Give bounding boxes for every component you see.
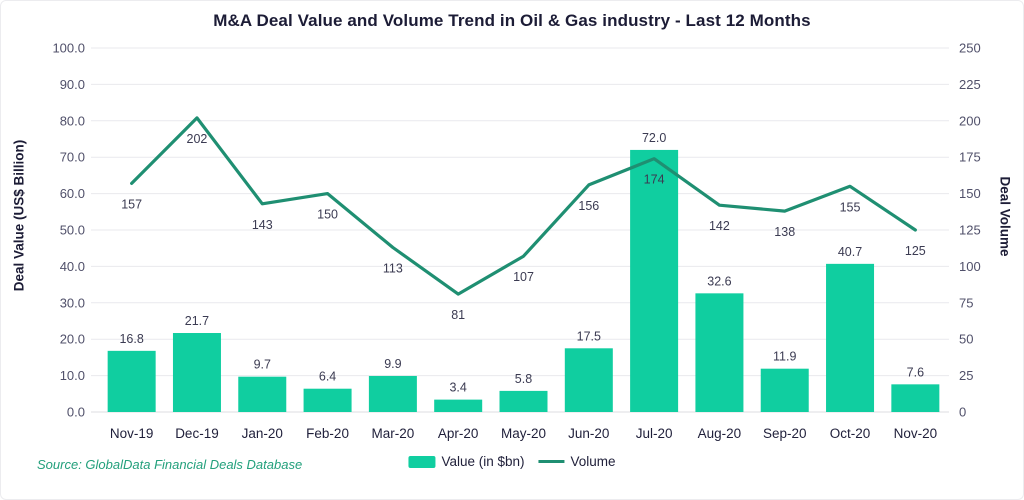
volume-data-label: 138 (774, 225, 795, 239)
value-bar[interactable] (368, 375, 417, 412)
value-bar[interactable] (760, 368, 809, 412)
x-axis-category-label: Sep-20 (763, 426, 807, 441)
volume-series-swatch-icon (538, 459, 565, 464)
x-axis-category-label: Aug-20 (698, 426, 742, 441)
left-axis-tick-label: 90.0 (60, 77, 85, 92)
x-axis-category-label: Jun-20 (568, 426, 609, 441)
x-axis-category-label: May-20 (501, 426, 546, 441)
value-series-swatch-icon (408, 455, 436, 468)
value-bar[interactable] (826, 263, 875, 412)
left-axis-tick-label: 20.0 (60, 332, 85, 347)
value-bar[interactable] (238, 376, 287, 412)
value-bar[interactable] (630, 149, 679, 413)
left-axis-tick-label: 100.0 (52, 41, 85, 56)
left-axis-tick-label: 30.0 (60, 295, 85, 310)
left-axis-tick-label: 40.0 (60, 259, 85, 274)
value-bar[interactable] (303, 388, 352, 412)
right-axis-tick-label: 100 (959, 259, 981, 274)
volume-data-label: 143 (252, 218, 273, 232)
value-data-label: 3.4 (449, 381, 466, 395)
value-bar[interactable] (172, 333, 221, 412)
legend-item-volume[interactable]: Volume (538, 454, 616, 469)
left-axis-tick-label: 70.0 (60, 150, 85, 165)
x-axis-category-label: Feb-20 (306, 426, 349, 441)
value-data-label: 16.8 (119, 332, 143, 346)
value-bar[interactable] (564, 348, 613, 412)
value-data-label: 11.9 (773, 350, 796, 364)
right-axis-tick-label: 75 (959, 295, 973, 310)
right-axis-tick-label: 175 (959, 150, 981, 165)
value-bar[interactable] (107, 350, 156, 412)
value-data-label: 9.7 (254, 358, 271, 372)
volume-line[interactable] (130, 116, 917, 296)
volume-data-label: 202 (187, 132, 208, 146)
right-axis-tick-label: 225 (959, 77, 981, 92)
value-data-label: 72.0 (642, 131, 666, 145)
x-axis-category-label: Nov-20 (894, 426, 938, 441)
value-bar[interactable] (891, 384, 940, 412)
legend-value-label: Value (in $bn) (441, 454, 525, 469)
volume-data-label: 142 (709, 219, 730, 233)
value-data-label: 6.4 (319, 370, 336, 384)
volume-data-label: 150 (317, 208, 338, 222)
right-axis-tick-label: 150 (959, 186, 981, 201)
right-axis-tick-label: 200 (959, 113, 981, 128)
x-axis-category-label: Jan-20 (242, 426, 283, 441)
right-axis-tick-label: 50 (959, 332, 973, 347)
x-axis-category-label: Jul-20 (636, 426, 673, 441)
value-data-label: 7.6 (907, 365, 924, 379)
right-axis-tick-label: 250 (959, 41, 981, 56)
volume-data-label: 155 (840, 200, 861, 214)
volume-data-label: 156 (578, 199, 599, 213)
x-axis-category-label: Dec-19 (175, 426, 219, 441)
x-axis-category-label: Apr-20 (438, 426, 479, 441)
chart-title: M&A Deal Value and Volume Trend in Oil &… (213, 11, 811, 30)
value-data-label: 9.9 (384, 357, 401, 371)
value-data-label: 32.6 (707, 274, 731, 288)
value-data-label: 17.5 (577, 329, 601, 343)
x-axis-category-label: Nov-19 (110, 426, 154, 441)
volume-data-label: 174 (644, 173, 665, 187)
value-bar[interactable] (434, 399, 483, 412)
left-axis-tick-label: 50.0 (60, 223, 85, 238)
right-axis-tick-label: 0 (959, 405, 966, 420)
left-axis-tick-label: 0.0 (67, 405, 85, 420)
left-axis-tick-label: 80.0 (60, 113, 85, 128)
left-axis-tick-label: 10.0 (60, 368, 85, 383)
x-axis-category-label: Mar-20 (372, 426, 415, 441)
legend-volume-label: Volume (570, 454, 616, 469)
right-axis-tick-label: 125 (959, 223, 981, 238)
source-note: Source: GlobalData Financial Deals Datab… (37, 457, 303, 472)
value-bar[interactable] (695, 293, 744, 412)
volume-data-label: 157 (121, 197, 142, 211)
value-data-label: 21.7 (185, 314, 209, 328)
volume-data-label: 107 (513, 270, 534, 284)
right-axis-tick-label: 25 (959, 368, 973, 383)
legend-item-value[interactable]: Value (in $bn) (408, 454, 525, 469)
volume-data-label: 125 (905, 244, 926, 258)
left-axis-tick-label: 60.0 (60, 186, 85, 201)
chart-legend: Value (in $bn) Volume (408, 454, 616, 469)
x-axis-category-label: Oct-20 (830, 426, 871, 441)
volume-data-label: 81 (451, 308, 465, 322)
value-bar[interactable] (499, 390, 548, 412)
value-data-label: 40.7 (838, 245, 862, 259)
value-data-label: 5.8 (515, 372, 532, 386)
volume-data-label: 113 (383, 261, 403, 275)
